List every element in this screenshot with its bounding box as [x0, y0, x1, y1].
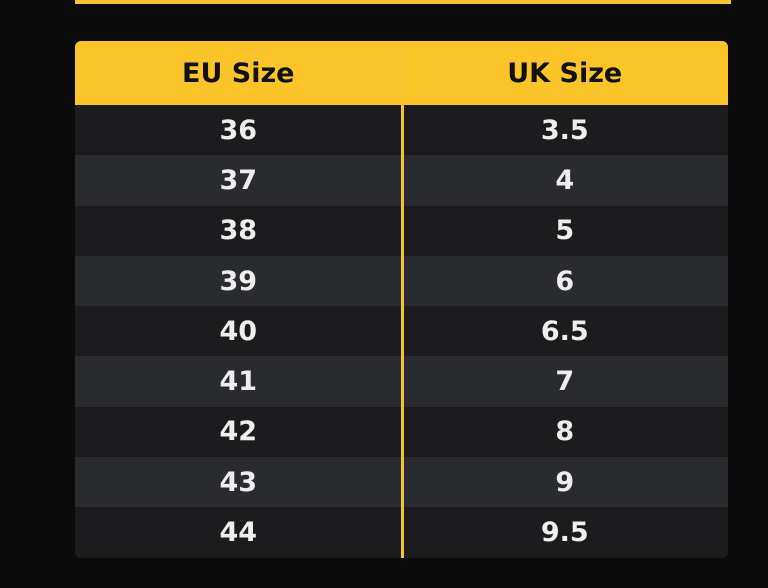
table-cell: 4 — [555, 164, 575, 196]
table-cell: 7 — [555, 366, 575, 398]
table-cell: 41 — [219, 366, 258, 398]
table-cell: 6.5 — [540, 315, 589, 347]
table-cell: 43 — [219, 466, 258, 498]
table-cell: 42 — [219, 416, 258, 448]
table-cell: 9.5 — [540, 517, 589, 549]
table-cell: 3.5 — [540, 114, 589, 146]
table-cell: 38 — [219, 215, 258, 247]
column-divider — [401, 41, 404, 558]
header-cell: UK Size — [507, 57, 623, 89]
table-cell: 40 — [219, 315, 258, 347]
table-cell: 5 — [555, 215, 575, 247]
size-table: EU Size UK Size 36 3.5 37 4 38 5 39 6 40 6.5 41 7 42 8 4… — [75, 41, 728, 558]
table-cell: 44 — [219, 517, 258, 549]
top-strip — [75, 0, 731, 4]
header-cell: EU Size — [182, 57, 295, 89]
table-cell: 37 — [219, 164, 258, 196]
table-cell: 39 — [219, 265, 258, 297]
table-cell: 9 — [555, 466, 575, 498]
table-cell: 6 — [555, 265, 575, 297]
table-cell: 8 — [555, 416, 575, 448]
table-cell: 36 — [219, 114, 258, 146]
